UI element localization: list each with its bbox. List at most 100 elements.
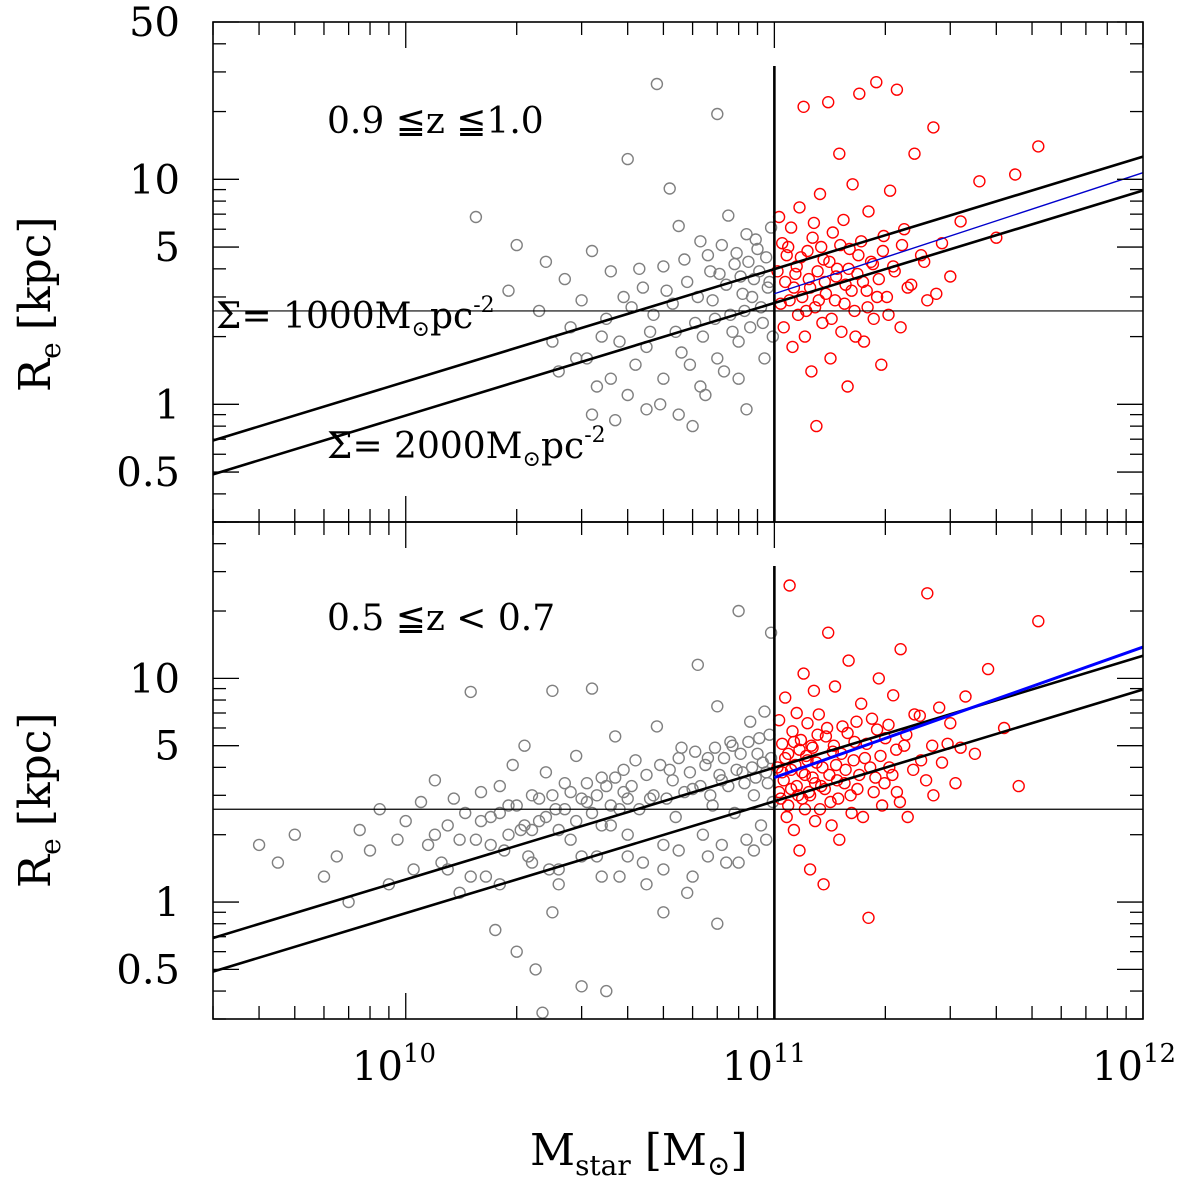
bottom-low-mass-point bbox=[713, 768, 726, 782]
top-high-mass-point bbox=[779, 275, 792, 289]
top-low-mass-point bbox=[704, 265, 717, 278]
bottom-low-mass-point bbox=[747, 789, 761, 802]
top-y-tick-label: 5 bbox=[155, 225, 180, 271]
bottom-panel: 0.5 ≦z < 0.7 Re[kpc] bbox=[10, 521, 1144, 1020]
top-low-mass-point bbox=[696, 330, 710, 343]
top-low-mass-point bbox=[726, 325, 739, 338]
top-high-mass-point bbox=[823, 255, 836, 268]
bottom-low-mass-point bbox=[640, 768, 653, 782]
bottom-low-mass-point bbox=[590, 789, 604, 802]
bottom-low-mass-point bbox=[629, 754, 642, 767]
top-density-line-2000 bbox=[212, 189, 1144, 476]
top-low-mass-point bbox=[760, 251, 773, 264]
top-high-mass-point bbox=[815, 240, 828, 254]
bottom-low-mass-point bbox=[657, 838, 670, 852]
bottom-low-mass-point bbox=[464, 685, 477, 699]
top-high-mass-point bbox=[810, 419, 823, 433]
bottom-low-mass-point bbox=[696, 828, 710, 841]
bottom-high-mass-point bbox=[949, 777, 962, 790]
x-axis-label: Mstar [M⊙] bbox=[530, 1125, 748, 1182]
bottom-low-mass-point bbox=[600, 779, 613, 793]
bottom-low-mass-point bbox=[474, 785, 488, 799]
bottom-high-mass-point bbox=[811, 728, 824, 741]
bottom-high-mass-point bbox=[901, 810, 914, 824]
bottom-low-mass-point bbox=[428, 774, 442, 787]
bottom-low-mass-point bbox=[699, 758, 712, 772]
bottom-low-mass-point bbox=[657, 863, 670, 876]
bottom-low-mass-point bbox=[441, 819, 454, 832]
bottom-low-mass-point bbox=[625, 779, 638, 793]
top-y-tick-label: 50 bbox=[129, 0, 180, 46]
bottom-low-mass-point bbox=[399, 814, 412, 828]
top-low-mass-point bbox=[740, 227, 753, 241]
bottom-low-mass-point bbox=[617, 763, 630, 776]
bottom-low-mass-point bbox=[650, 720, 664, 733]
bottom-high-mass-point bbox=[882, 718, 895, 731]
top-low-mass-point bbox=[502, 284, 515, 297]
bottom-low-mass-point bbox=[764, 751, 778, 765]
bottom-high-mass-point bbox=[824, 795, 837, 809]
top-high-mass-point bbox=[802, 272, 815, 286]
top-low-mass-point bbox=[754, 301, 768, 314]
top-low-mass-point bbox=[539, 255, 553, 268]
bottom-low-mass-point bbox=[732, 856, 745, 869]
top-high-mass-point bbox=[771, 265, 784, 278]
bottom-low-mass-point bbox=[686, 782, 699, 796]
top-low-mass-point bbox=[575, 294, 588, 307]
x-tick-label-1e12: 1012 bbox=[1092, 1039, 1176, 1090]
top-low-mass-point bbox=[732, 372, 745, 385]
top-low-mass-point bbox=[558, 272, 571, 286]
top-high-mass-point bbox=[894, 321, 907, 334]
top-low-mass-point bbox=[647, 308, 660, 321]
top-low-mass-point bbox=[654, 398, 667, 411]
top-high-mass-point bbox=[935, 236, 949, 250]
bottom-low-mass-point bbox=[701, 850, 715, 863]
bottom-low-mass-point bbox=[510, 945, 523, 958]
top-low-mass-point bbox=[657, 260, 670, 273]
bottom-low-mass-point bbox=[647, 789, 660, 802]
bottom-low-mass-point bbox=[525, 823, 539, 837]
x-tick-label-1e10: 1010 bbox=[352, 1039, 436, 1090]
bottom-low-mass-point bbox=[525, 856, 539, 869]
bottom-low-mass-point bbox=[751, 747, 764, 760]
bottom-high-mass-point bbox=[832, 792, 845, 805]
bottom-high-mass-point bbox=[914, 754, 928, 767]
bottom-high-mass-point bbox=[919, 774, 933, 787]
bottom-low-mass-point bbox=[717, 751, 731, 765]
top-low-mass-point bbox=[604, 265, 617, 278]
top-high-mass-point bbox=[921, 294, 934, 307]
bottom-low-mass-point bbox=[502, 828, 515, 841]
top-high-mass-point bbox=[883, 184, 897, 197]
top-high-mass-point bbox=[973, 175, 986, 188]
bottom-low-mass-point bbox=[453, 833, 466, 846]
bottom-low-mass-point bbox=[502, 799, 515, 812]
bottom-low-mass-point bbox=[552, 878, 565, 891]
bottom-low-mass-point bbox=[613, 870, 626, 883]
bottom-panel-ticks bbox=[212, 521, 1144, 1020]
top-high-mass-point bbox=[864, 255, 878, 268]
bottom-low-mass-point bbox=[575, 850, 588, 863]
bottom-low-mass-point bbox=[447, 792, 460, 805]
bottom-low-mass-point bbox=[715, 838, 728, 852]
top-high-mass-point bbox=[780, 248, 793, 262]
x-tick-labels: 1010 1011 1012 bbox=[352, 1039, 1176, 1090]
bottom-low-mass-point bbox=[689, 745, 702, 758]
bottom-high-mass-point bbox=[927, 789, 940, 802]
bottom-low-mass-point bbox=[575, 980, 588, 993]
density-label-1000: Σ= 1000M⊙pc-2 bbox=[216, 293, 495, 342]
top-high-mass-point bbox=[853, 87, 866, 100]
bottom-low-mass-point bbox=[617, 785, 630, 799]
bottom-high-mass-point bbox=[793, 743, 806, 756]
bottom-high-mass-point bbox=[787, 823, 801, 837]
bottom-high-mass-point bbox=[833, 833, 846, 846]
bottom-low-mass-point bbox=[730, 763, 743, 776]
top-high-mass-point bbox=[776, 236, 789, 250]
bottom-high-mass-point bbox=[797, 667, 810, 680]
bottom-high-mass-point bbox=[825, 819, 838, 832]
top-panel-ticks bbox=[212, 21, 1144, 523]
bottom-high-mass-point bbox=[822, 626, 835, 639]
bottom-low-mass-point bbox=[621, 792, 634, 805]
bottom-low-mass-point bbox=[525, 789, 539, 802]
top-high-mass-point bbox=[826, 226, 839, 239]
top-high-mass-point bbox=[841, 380, 854, 393]
